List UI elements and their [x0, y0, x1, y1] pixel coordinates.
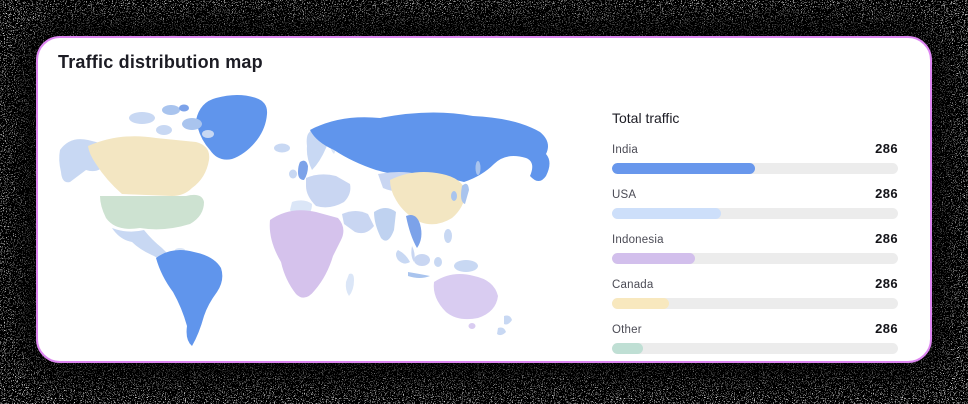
map-region-arctic-island: [156, 125, 172, 135]
total-traffic-panel: Total traffic India 286 USA 286 Indonesi…: [612, 110, 898, 366]
map-region-sumatra: [396, 250, 410, 264]
map-region-indochina: [406, 215, 422, 248]
map-region-philippines: [444, 229, 452, 243]
map-region-canada: [88, 136, 210, 196]
map-region-arctic-island: [162, 105, 180, 115]
map-region-sulawesi: [434, 257, 442, 267]
traffic-value: 286: [875, 276, 898, 291]
map-region-arctic-island: [179, 104, 189, 112]
map-region-russia: [310, 112, 550, 182]
map-region-greenland: [196, 95, 268, 160]
country-label: Other: [612, 324, 642, 336]
map-region-india: [374, 208, 396, 241]
map-region-korea: [451, 191, 457, 201]
traffic-value: 286: [875, 231, 898, 246]
map-region-madagascar: [345, 273, 354, 296]
map-region-uk: [298, 160, 308, 180]
panel-title: Total traffic: [612, 110, 680, 126]
map-region-java: [408, 272, 430, 278]
map-region-middle-east: [342, 211, 374, 234]
bar-fill: [612, 253, 695, 264]
world-map-svg: [59, 95, 550, 346]
progress-track: [612, 253, 898, 264]
progress-track: [612, 298, 898, 309]
progress-track: [612, 163, 898, 174]
map-region-arctic-island: [202, 130, 214, 138]
map-region-south-america: [156, 250, 223, 346]
bar-fill: [612, 163, 755, 174]
map-region-mexico: [112, 228, 172, 260]
country-label: India: [612, 144, 638, 156]
map-region-malay-peninsula: [411, 246, 415, 262]
traffic-row-indonesia: Indonesia 286: [612, 231, 898, 264]
country-label: Canada: [612, 279, 654, 291]
map-region-baffin: [182, 118, 202, 130]
world-map: [58, 88, 590, 352]
traffic-card: Traffic distribution map: [36, 36, 932, 363]
map-region-ireland: [289, 169, 297, 179]
progress-track: [612, 208, 898, 219]
traffic-row-india: India 286: [612, 141, 898, 174]
bar-fill: [612, 298, 670, 309]
country-label: USA: [612, 189, 637, 201]
map-region-japan: [461, 183, 469, 204]
map-region-new-guinea: [454, 260, 478, 272]
map-region-usa: [100, 194, 204, 230]
traffic-value: 286: [875, 141, 898, 156]
card-title: Traffic distribution map: [58, 52, 263, 72]
traffic-row-usa: USA 286: [612, 186, 898, 219]
map-region-arctic-island: [129, 112, 155, 124]
map-region-borneo: [414, 254, 430, 266]
traffic-value: 286: [875, 186, 898, 201]
map-region-europe: [306, 174, 351, 208]
traffic-value: 286: [875, 321, 898, 336]
map-region-tasmania: [468, 323, 476, 329]
map-region-africa: [269, 210, 344, 298]
country-label: Indonesia: [612, 234, 664, 246]
traffic-row-canada: Canada 286: [612, 276, 898, 309]
map-region-australia: [433, 274, 498, 320]
map-region-new-zealand: [497, 315, 512, 336]
map-region-sakhalin: [475, 161, 481, 175]
map-region-china: [390, 172, 466, 225]
bar-fill: [612, 343, 644, 354]
traffic-row-other: Other 286: [612, 321, 898, 354]
map-region-iceland: [274, 143, 290, 153]
progress-track: [612, 343, 898, 354]
bar-fill: [612, 208, 721, 219]
